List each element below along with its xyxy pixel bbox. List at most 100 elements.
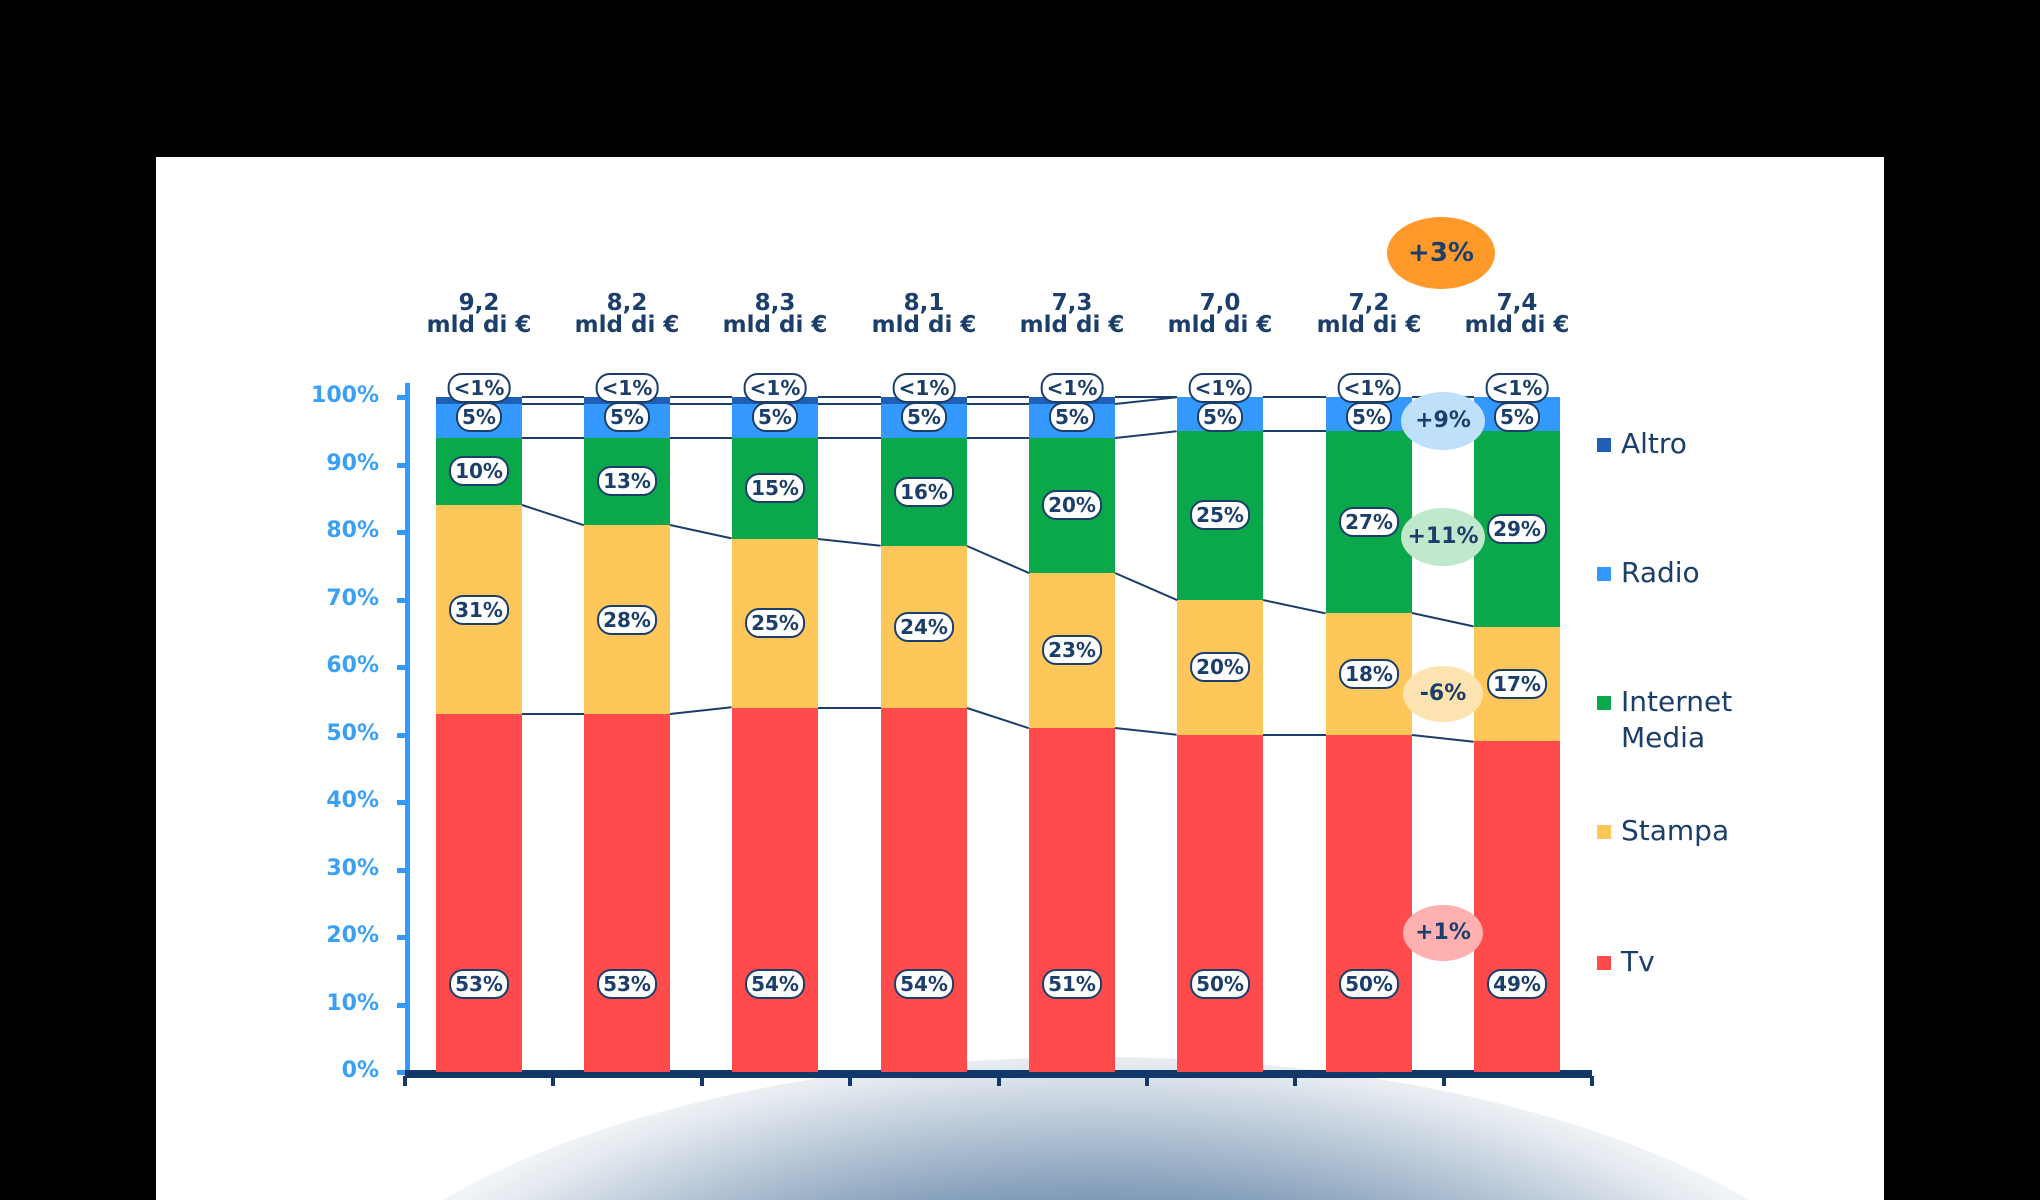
y-axis-line [405, 383, 410, 1076]
legend-swatch [1597, 567, 1611, 581]
x-axis-tick [403, 1076, 407, 1086]
total-unit: mld di € [1167, 312, 1273, 338]
connector-line [818, 396, 881, 398]
connector-line [1411, 612, 1475, 628]
total-unit: mld di € [871, 312, 977, 338]
connector-line [1411, 733, 1475, 743]
x-axis-tick [1590, 1076, 1594, 1086]
chart-panel: 0% 10% 20% 30% 40% 50% 60% 70% 80% 90% 100% 53% 53% 5… [156, 157, 1884, 1200]
total-unit: mld di € [1019, 312, 1125, 338]
legend-altro: Altro [1597, 426, 1687, 462]
y-axis-tick [397, 395, 407, 400]
legend-internet-media: Internet Media [1597, 684, 1732, 756]
bar-segment-tv [1474, 741, 1560, 1072]
bar-segment-tv [1029, 727, 1115, 1072]
legend-radio: Radio [1597, 555, 1700, 591]
stampa-change-bubble: -6% [1403, 666, 1483, 722]
bar-total: 7,2 mld di € [1299, 290, 1439, 338]
connector-line [522, 402, 584, 405]
legend-swatch [1597, 825, 1611, 839]
value-label-radio: 5% [752, 402, 798, 433]
total-unit: mld di € [574, 312, 680, 338]
internet-change-bubble: +11% [1401, 508, 1485, 566]
value-label-tv: 54% [745, 969, 805, 1000]
value-label-tv: 53% [597, 969, 657, 1000]
connector-line [1114, 726, 1178, 736]
value-label-stampa: 20% [1190, 652, 1250, 682]
value-label-altro: <1% [1337, 373, 1401, 404]
y-axis-tick [397, 1070, 407, 1075]
bar-segment-tv [1177, 734, 1263, 1072]
x-axis-tick [848, 1076, 853, 1086]
legend-label-line: Tv [1621, 945, 1655, 978]
connector-line [1263, 733, 1326, 736]
value-label-altro: <1% [743, 373, 807, 404]
total-unit: mld di € [1464, 312, 1570, 338]
y-axis-tick [397, 935, 407, 940]
x-axis-tick [1144, 1076, 1149, 1086]
value-label-internet-media: 16% [894, 476, 954, 507]
value-label-altro: <1% [1040, 373, 1104, 404]
x-axis-tick [1441, 1076, 1446, 1086]
total-unit: mld di € [1316, 312, 1422, 338]
y-axis-label: 0% [341, 1058, 379, 1083]
total-value: 7,2 [1348, 290, 1390, 316]
stacked-bar-chart: 0% 10% 20% 30% 40% 50% 60% 70% 80% 90% 100% 53% 53% 5… [156, 157, 1884, 1200]
y-axis-label: 60% [326, 653, 379, 678]
legend-swatch [1597, 438, 1611, 452]
x-axis-tick [1293, 1076, 1298, 1086]
bar-total: 9,2 mld di € [409, 292, 549, 338]
y-axis-label: 70% [326, 585, 379, 611]
y-axis-label: 30% [326, 855, 379, 881]
connector-line [966, 544, 1030, 574]
legend-label: Tv [1621, 944, 1655, 980]
value-label-internet-media: 13% [597, 466, 657, 497]
value-label-stampa: 23% [1042, 635, 1102, 666]
connector-line [1263, 429, 1326, 432]
y-axis-tick [397, 732, 407, 738]
value-label-tv: 50% [1339, 969, 1399, 1000]
total-change-bubble: +3% [1387, 217, 1495, 289]
y-axis-label: 10% [326, 990, 379, 1016]
legend-label-line: Altro [1621, 427, 1687, 460]
y-axis-label: 100% [311, 383, 379, 408]
legend-label: Stampa [1621, 813, 1729, 849]
legend-label-line: Stampa [1621, 814, 1730, 847]
y-axis-label: 90% [326, 450, 379, 476]
connector-line [967, 396, 1029, 398]
connector-line [670, 396, 732, 398]
x-axis-tick [996, 1076, 1001, 1086]
value-label-radio: 5% [456, 402, 502, 433]
bar-segment-tv [1326, 734, 1412, 1072]
value-label-internet-media: 25% [1190, 500, 1250, 531]
value-label-altro: <1% [1485, 373, 1549, 404]
value-label-internet-media: 15% [745, 473, 805, 504]
y-axis-label: 50% [326, 720, 379, 746]
value-label-tv: 53% [449, 969, 509, 1000]
connector-line [669, 706, 733, 716]
connector-line [1115, 396, 1177, 398]
value-label-internet-media: 27% [1339, 506, 1399, 537]
legend-label: Altro [1621, 426, 1687, 462]
value-label-stampa: 18% [1339, 658, 1399, 689]
connector-line [817, 537, 882, 547]
connector-line [670, 402, 732, 405]
value-label-radio: 5% [1049, 402, 1095, 433]
bar-segment-tv [584, 714, 670, 1072]
total-unit: mld di € [426, 312, 532, 338]
y-axis-tick [397, 530, 407, 535]
legend-label-line: Radio [1621, 556, 1700, 589]
connector-line [521, 504, 585, 527]
connector-line [522, 436, 584, 439]
connector-line [669, 524, 733, 540]
total-value: 8,3 [754, 290, 796, 316]
legend-label: Internet Media [1621, 684, 1732, 756]
total-value: 7,0 [1199, 290, 1241, 316]
connector-line [818, 706, 881, 709]
value-label-altro: <1% [595, 373, 659, 404]
radio-change-bubble: +9% [1401, 392, 1485, 450]
bar-total: 7,0 mld di € [1150, 290, 1290, 338]
y-axis-label: 80% [326, 518, 379, 543]
value-label-internet-media: 29% [1487, 513, 1547, 544]
y-axis-label: 20% [326, 923, 379, 948]
